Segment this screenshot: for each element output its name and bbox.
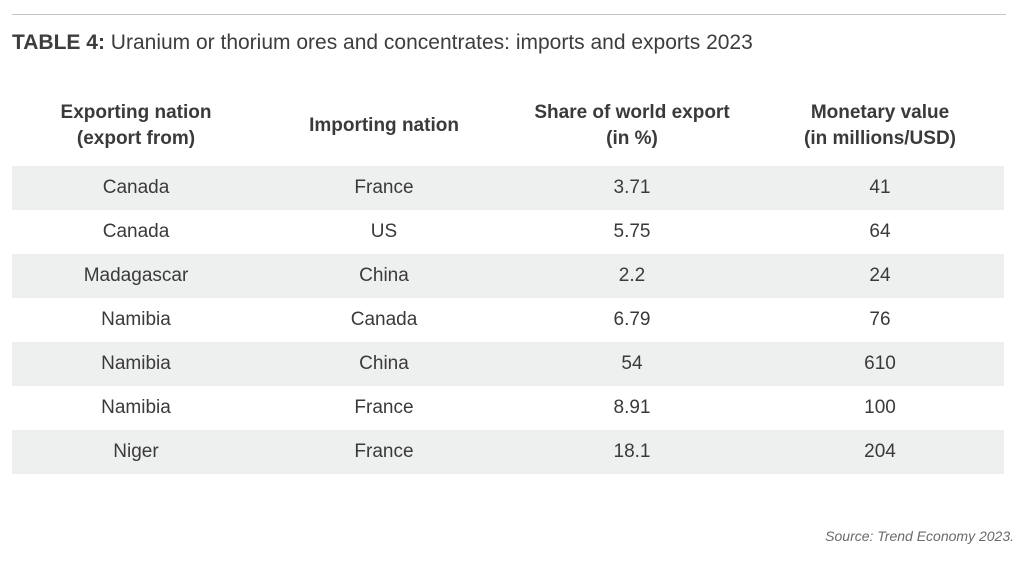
header-line: Share of world export (534, 102, 730, 123)
header-line: (export from) (76, 128, 196, 149)
cell-exporting-nation: Namibia (12, 386, 260, 430)
trade-table: Exporting nation (export from) Importing… (12, 86, 1004, 474)
cell-exporting-nation: Namibia (12, 298, 260, 342)
header-line: (in %) (606, 128, 658, 149)
cell-monetary-value: 204 (756, 430, 1004, 474)
cell-exporting-nation: Canada (12, 166, 260, 210)
cell-importing-nation: France (260, 166, 508, 210)
cell-importing-nation: China (260, 254, 508, 298)
header-row: Exporting nation (export from) Importing… (12, 86, 1004, 166)
cell-share: 18.1 (508, 430, 756, 474)
table-caption: TABLE 4: Uranium or thorium ores and con… (12, 30, 753, 56)
cell-exporting-nation: Canada (12, 210, 260, 254)
cell-share: 8.91 (508, 386, 756, 430)
cell-importing-nation: US (260, 210, 508, 254)
header-line: (in millions/USD) (804, 128, 956, 149)
cell-monetary-value: 100 (756, 386, 1004, 430)
table-row: Canada France 3.71 41 (12, 166, 1004, 210)
header-exporting-nation: Exporting nation (export from) (12, 86, 260, 166)
cell-monetary-value: 41 (756, 166, 1004, 210)
cell-importing-nation: China (260, 342, 508, 386)
header-line: Importing nation (309, 115, 459, 136)
table-title: Uranium or thorium ores and concentrates… (110, 31, 753, 54)
cell-share: 54 (508, 342, 756, 386)
table-row: Niger France 18.1 204 (12, 430, 1004, 474)
cell-exporting-nation: Namibia (12, 342, 260, 386)
header-monetary-value: Monetary value (in millions/USD) (756, 86, 1004, 166)
cell-monetary-value: 610 (756, 342, 1004, 386)
cell-exporting-nation: Madagascar (12, 254, 260, 298)
cell-exporting-nation: Niger (12, 430, 260, 474)
header-line: Monetary value (810, 102, 950, 123)
cell-importing-nation: France (260, 386, 508, 430)
header-importing-nation: Importing nation (260, 86, 508, 166)
cell-share: 6.79 (508, 298, 756, 342)
table-row: Madagascar China 2.2 24 (12, 254, 1004, 298)
table-number-label: TABLE 4: (12, 31, 105, 54)
cell-importing-nation: Canada (260, 298, 508, 342)
table-row: Canada US 5.75 64 (12, 210, 1004, 254)
cell-importing-nation: France (260, 430, 508, 474)
cell-monetary-value: 64 (756, 210, 1004, 254)
cell-share: 2.2 (508, 254, 756, 298)
cell-monetary-value: 76 (756, 298, 1004, 342)
table-row: Namibia Canada 6.79 76 (12, 298, 1004, 342)
table-row: Namibia France 8.91 100 (12, 386, 1004, 430)
table-row: Namibia China 54 610 (12, 342, 1004, 386)
source-note: Source: Trend Economy 2023. (825, 528, 1014, 544)
header-line: Exporting nation (60, 102, 212, 123)
header-share-of-world-export: Share of world export (in %) (508, 86, 756, 166)
cell-share: 5.75 (508, 210, 756, 254)
top-divider (12, 14, 1006, 15)
cell-monetary-value: 24 (756, 254, 1004, 298)
cell-share: 3.71 (508, 166, 756, 210)
